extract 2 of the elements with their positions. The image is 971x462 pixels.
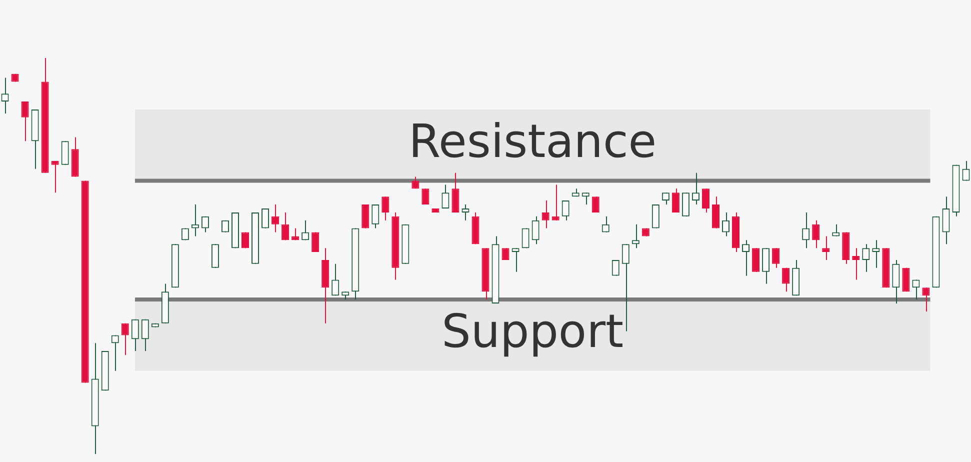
band-label: Support — [442, 304, 624, 358]
band-label: Resistance — [408, 114, 657, 168]
